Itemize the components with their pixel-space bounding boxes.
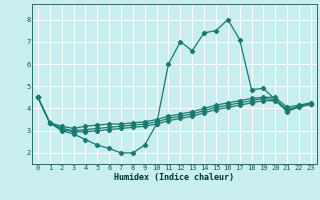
X-axis label: Humidex (Indice chaleur): Humidex (Indice chaleur) [115, 173, 234, 182]
